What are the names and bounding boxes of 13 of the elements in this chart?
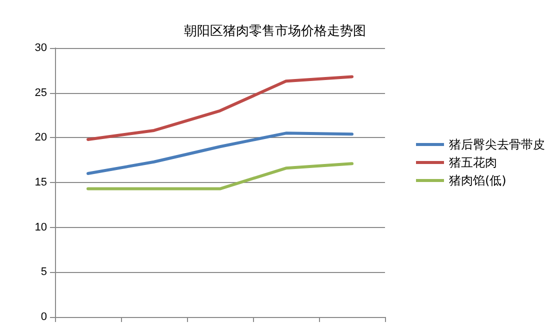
- y-tick-label: 0: [40, 311, 47, 323]
- legend-label: 猪后臀尖去骨带皮: [449, 138, 545, 152]
- legend-label: 猪五花肉: [449, 156, 497, 170]
- y-tick-label: 20: [34, 132, 47, 144]
- line-series: [86, 75, 354, 141]
- y-tick-label: 30: [34, 42, 47, 54]
- y-tick-label: 25: [34, 86, 47, 99]
- chart-title: 朝阳区猪肉零售市场价格走势图: [184, 24, 366, 39]
- line-series: [86, 132, 354, 176]
- y-tick-label: 5: [40, 266, 47, 278]
- legend-label: 猪肉馅(低): [449, 174, 506, 188]
- y-tick-label: 15: [34, 176, 47, 188]
- y-tick-label: 10: [34, 221, 47, 234]
